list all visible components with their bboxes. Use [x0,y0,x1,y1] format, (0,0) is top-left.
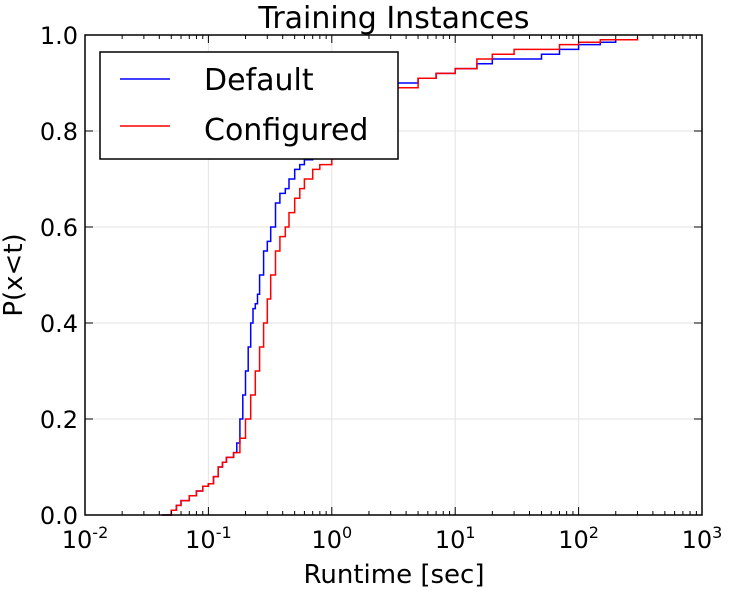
legend: Default Configured [99,51,399,160]
series-line-configured [161,37,639,516]
y-tick-label: 0.8 [40,118,78,146]
legend-label-configured: Configured [204,113,368,148]
x-tick-label: 101 [435,523,476,554]
y-tick-labels: 0.0 0.2 0.4 0.6 0.8 1.0 [40,22,78,530]
y-tick-label: 0.4 [40,310,78,338]
y-tick-label: 0.6 [40,214,78,242]
x-tick-label: 100 [311,523,352,554]
ticks [84,34,703,516]
legend-box [99,51,399,160]
series-layer [161,37,639,516]
y-tick-label: 0.2 [40,406,78,434]
x-tick-labels: 10-2 10-1 100 101 102 103 [62,523,723,554]
x-axis-label: Runtime [sec] [304,560,485,590]
x-tick-label: 10-2 [62,523,109,554]
chart-title: Training Instances [257,1,529,36]
y-tick-label: 0.0 [40,502,78,530]
y-axis-label: P(x<t) [0,233,29,316]
x-tick-label: 10-1 [185,523,232,554]
legend-label-default: Default [204,63,314,98]
x-tick-label: 103 [682,523,723,554]
x-tick-label: 102 [558,523,599,554]
y-tick-label: 1.0 [40,22,78,50]
plot-frame [84,34,703,516]
